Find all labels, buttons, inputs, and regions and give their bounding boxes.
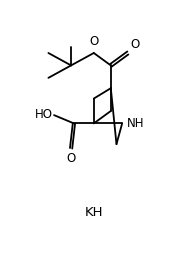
Text: HO: HO — [35, 108, 53, 121]
Text: O: O — [131, 38, 140, 51]
Text: KH: KH — [85, 206, 103, 219]
Text: NH: NH — [126, 117, 144, 130]
Text: O: O — [89, 35, 98, 48]
Text: O: O — [66, 153, 76, 165]
